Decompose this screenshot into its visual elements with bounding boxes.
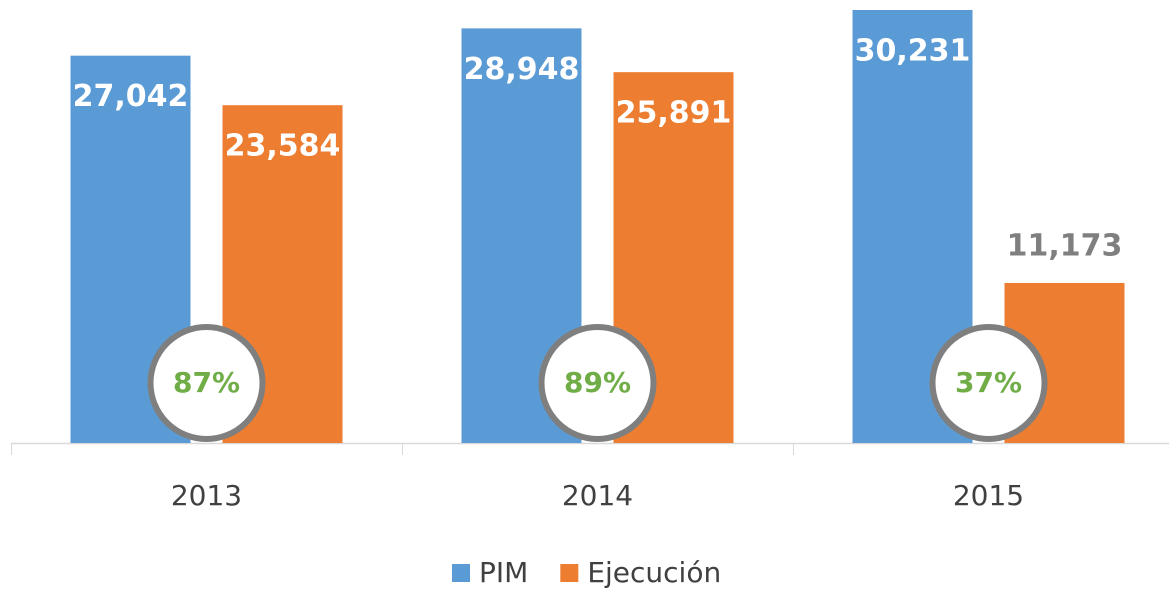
data-label: 11,173 [1007,228,1123,263]
ratio-label: 37% [955,366,1022,399]
data-label: 28,948 [464,52,580,87]
x-tick-label: 2015 [953,479,1024,512]
legend-label: PIM [479,556,528,589]
x-tick-label: 2013 [171,479,242,512]
x-tick-label: 2014 [562,479,633,512]
legend-swatch [452,564,470,582]
data-label: 27,042 [73,79,189,114]
legend-label: Ejecución [587,556,721,589]
ratio-badge [538,324,657,442]
ratio-badge [929,324,1048,442]
data-label: 30,231 [855,34,971,69]
ratio-label: 87% [173,366,240,399]
legend-swatch [560,564,579,582]
ratio-label: 89% [564,366,631,399]
data-label: 23,584 [225,129,341,164]
ratio-badge [147,324,266,442]
data-label: 25,891 [616,96,732,131]
